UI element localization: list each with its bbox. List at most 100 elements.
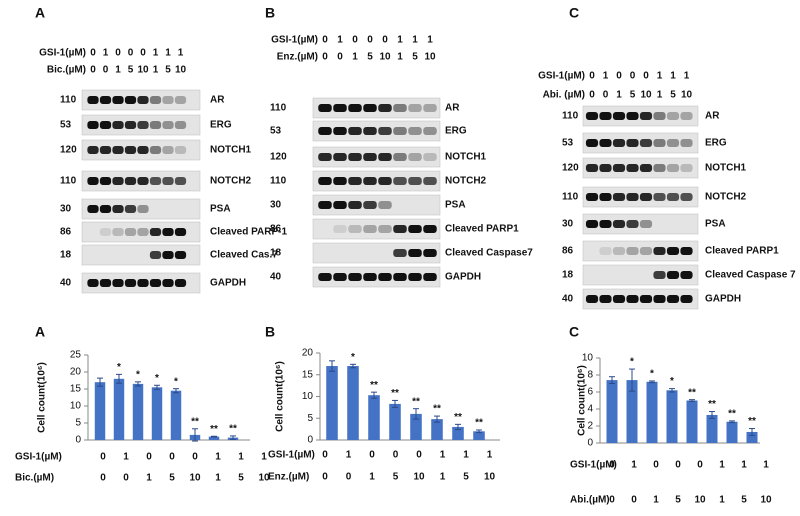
- blot-band: [162, 251, 174, 259]
- y-tick-label: 25: [70, 350, 82, 361]
- blot-band: [87, 96, 99, 104]
- molecular-weight: 110: [270, 176, 287, 187]
- molecular-weight: 40: [270, 272, 282, 283]
- band-name: PSA: [445, 200, 466, 211]
- row-label: GSI-1(µM): [15, 452, 62, 463]
- band-name: NOTCH1: [210, 145, 252, 156]
- error-bar: [434, 415, 440, 423]
- row-value: 1: [238, 452, 244, 463]
- row-value: 1: [719, 495, 725, 506]
- panel-letter: C: [569, 324, 579, 340]
- row-value: 0: [322, 450, 328, 461]
- row-value: 5: [675, 495, 681, 506]
- blot-band: [666, 247, 680, 255]
- bar: [208, 436, 220, 440]
- bar: [746, 431, 758, 443]
- molecular-weight: 110: [60, 176, 77, 187]
- blot-band: [99, 205, 112, 213]
- blot-strip: [81, 198, 201, 220]
- band-name: ERG: [445, 126, 467, 137]
- treatment-value: 1: [684, 71, 690, 82]
- blot-band: [393, 153, 407, 161]
- error-bar: [211, 435, 217, 438]
- treatment-value: 1: [397, 52, 403, 63]
- row-value: 0: [100, 473, 106, 484]
- row-value: 10: [189, 473, 201, 484]
- bar: [452, 426, 464, 440]
- row-value: 10: [760, 495, 772, 506]
- treatment-value: 5: [128, 65, 134, 76]
- row-label: GSI-1(µM): [570, 460, 617, 471]
- significance: *: [117, 362, 121, 373]
- blot-band: [162, 146, 174, 154]
- treatment-value: 0: [115, 48, 121, 59]
- blot-band: [363, 177, 377, 185]
- blot-band: [318, 153, 332, 161]
- blot-band: [149, 146, 162, 154]
- treatment-value: 1: [153, 65, 159, 76]
- blot-band: [680, 112, 693, 120]
- blot-band: [639, 220, 653, 228]
- panel-letter: A: [35, 324, 45, 340]
- bar: [170, 390, 182, 440]
- blot-band: [174, 228, 187, 236]
- row-value: 5: [393, 472, 399, 483]
- y-tick-label: 10: [582, 353, 594, 364]
- significance: **: [370, 380, 378, 391]
- band-name: PSA: [705, 219, 726, 230]
- blot-band: [612, 164, 626, 172]
- row-label: Enz.(µM): [268, 472, 309, 483]
- bar: [726, 421, 738, 443]
- blot-band: [149, 177, 162, 185]
- treatment-value: 10: [424, 52, 436, 63]
- blot-band: [612, 220, 626, 228]
- blot-strip: [312, 242, 441, 264]
- blot-band: [112, 96, 124, 104]
- blot-band: [423, 177, 437, 185]
- panel-letter: A: [35, 5, 45, 21]
- blot-band: [318, 201, 332, 209]
- row-value: 0: [416, 450, 422, 461]
- error-bar: [629, 368, 635, 392]
- band-name: NOTCH1: [445, 152, 487, 163]
- row-value: 0: [169, 452, 175, 463]
- blot-band: [423, 225, 437, 233]
- blot-band: [112, 279, 124, 287]
- y-tick-label: 10: [70, 401, 82, 412]
- y-tick-label: 8: [587, 370, 593, 381]
- treatment-label: GSI-1(µM): [538, 71, 585, 82]
- blot-band: [680, 295, 693, 303]
- blot-band: [348, 177, 362, 185]
- band-name: GAPDH: [210, 278, 246, 289]
- treatment-value: 1: [670, 71, 676, 82]
- bar: [113, 378, 125, 440]
- blot-band: [378, 225, 392, 233]
- row-label: GSI-1(µM): [268, 450, 315, 461]
- treatment-value: 1: [397, 35, 403, 46]
- y-tick-label: 20: [302, 348, 314, 359]
- blot-band: [162, 228, 174, 236]
- blot-band: [112, 146, 124, 154]
- blot-band: [653, 295, 666, 303]
- blot-band: [162, 177, 174, 185]
- y-tick-label: 15: [70, 384, 82, 395]
- blot-band: [363, 273, 377, 281]
- significance: *: [630, 357, 634, 368]
- treatment-label: GSI-1(µM): [271, 35, 318, 46]
- band-name: Cleaved Caspase7: [445, 248, 533, 259]
- treatment-value: 5: [630, 90, 636, 101]
- blot-band: [408, 249, 422, 257]
- treatment-value: 5: [165, 65, 171, 76]
- blot-band: [612, 193, 626, 201]
- blot-band: [99, 177, 112, 185]
- blot-band: [174, 251, 187, 259]
- blot-band: [174, 279, 187, 287]
- band-name: NOTCH2: [445, 176, 487, 187]
- row-value: 1: [487, 450, 493, 461]
- treatment-label: Enz.(µM): [277, 52, 318, 63]
- error-bar: [649, 380, 655, 384]
- molecular-weight: 53: [562, 138, 574, 149]
- blot-band: [378, 201, 392, 209]
- blot-band: [639, 193, 653, 201]
- blot-band: [124, 205, 137, 213]
